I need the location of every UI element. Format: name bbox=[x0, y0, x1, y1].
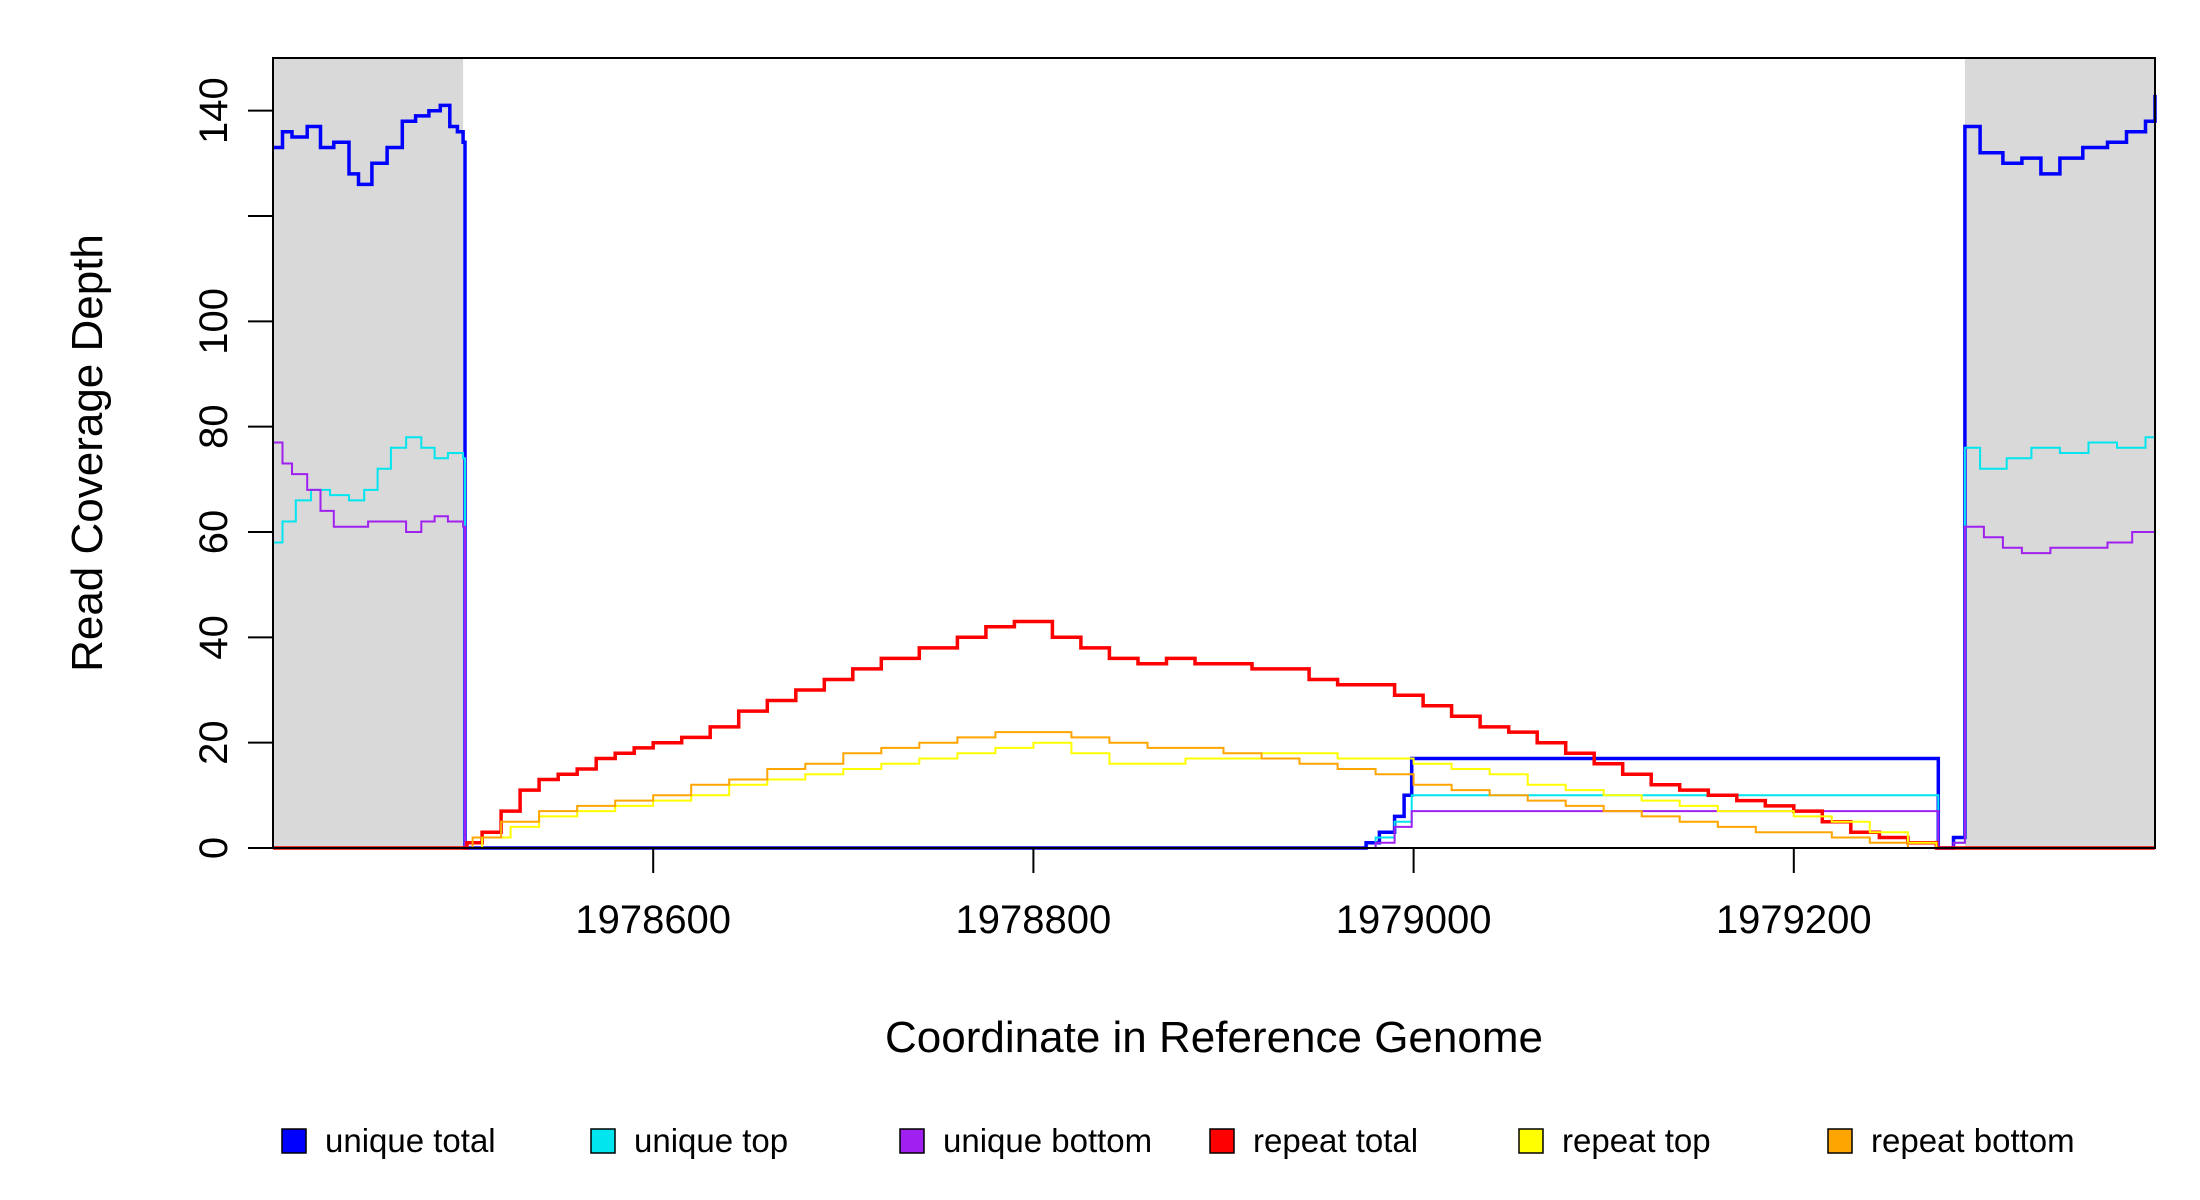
series-line-unique-top bbox=[273, 405, 2156, 849]
shaded-region-0 bbox=[273, 58, 464, 848]
series-line-unique-bottom bbox=[273, 441, 2156, 849]
x-tick-label: 1978600 bbox=[575, 898, 731, 942]
x-tick-label: 1979200 bbox=[1716, 898, 1872, 942]
series-line-unique-total bbox=[273, 94, 2157, 850]
legend-label-unique-top: unique top bbox=[634, 1122, 788, 1159]
legend: unique total unique top unique bottom repea… bbox=[281, 1122, 2075, 1159]
legend-swatch-repeat-bottom bbox=[1827, 1128, 1853, 1154]
y-tick-label: 40 bbox=[192, 615, 236, 660]
x-axis-title: Coordinate in Reference Genome bbox=[885, 1013, 1543, 1062]
series-lines bbox=[273, 94, 2157, 850]
y-tick-label: 100 bbox=[192, 288, 236, 355]
x-tick-label: 1978800 bbox=[956, 898, 1112, 942]
y-tick-label: 20 bbox=[192, 720, 236, 765]
legend-label-repeat-total: repeat total bbox=[1253, 1122, 1418, 1159]
legend-swatch-unique-top bbox=[590, 1128, 616, 1154]
legend-swatch-unique-total bbox=[281, 1128, 307, 1154]
y-tick-label: 140 bbox=[192, 77, 236, 144]
shaded-regions bbox=[273, 58, 2155, 848]
plot-frame bbox=[272, 57, 2156, 849]
legend-swatch-repeat-total bbox=[1209, 1128, 1235, 1154]
x-axis: 1978600 1978800 1979000 1979200 bbox=[575, 847, 1872, 942]
y-tick-label: 0 bbox=[192, 837, 236, 859]
y-axis: 0 20 40 60 80 100 140 bbox=[192, 77, 274, 859]
x-tick-label: 1979000 bbox=[1336, 898, 1492, 942]
series-line-repeat-total bbox=[273, 619, 2155, 850]
series-line-repeat-bottom bbox=[273, 731, 2155, 849]
y-tick-label: 60 bbox=[192, 510, 236, 555]
legend-label-repeat-top: repeat top bbox=[1562, 1122, 1711, 1159]
legend-swatch-repeat-top bbox=[1518, 1128, 1544, 1154]
legend-label-unique-bottom: unique bottom bbox=[943, 1122, 1152, 1159]
y-axis-title: Read Coverage Depth bbox=[63, 234, 112, 672]
y-tick-label: 80 bbox=[192, 404, 236, 449]
legend-label-repeat-bottom: repeat bottom bbox=[1871, 1122, 2075, 1159]
legend-label-unique-total: unique total bbox=[325, 1122, 496, 1159]
legend-swatch-unique-bottom bbox=[899, 1128, 925, 1154]
